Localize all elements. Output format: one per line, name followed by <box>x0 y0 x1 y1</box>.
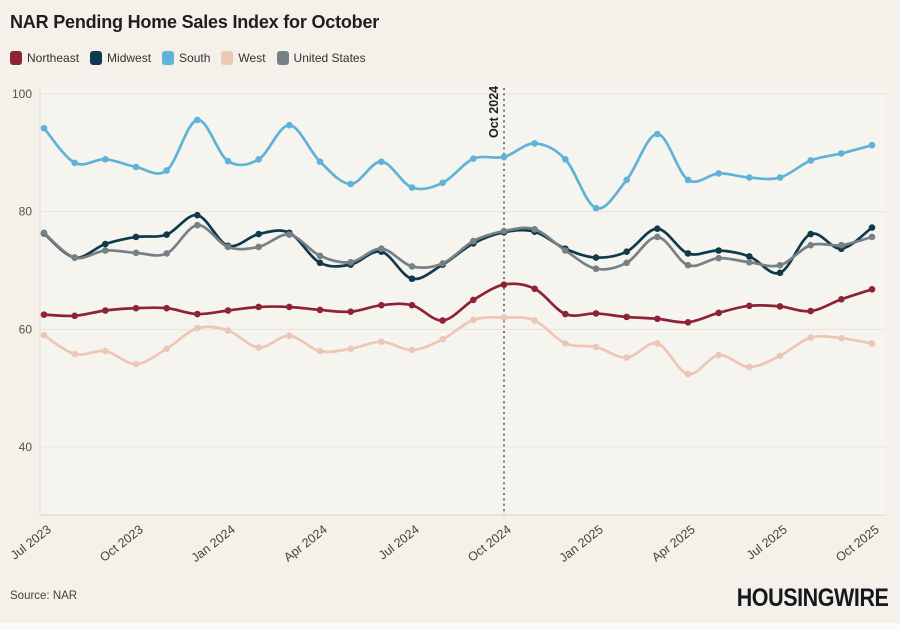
legend-label-south: South <box>179 51 211 65</box>
legend-item-west: West <box>221 51 266 65</box>
housingwire-logo: HOUSINGWIRE <box>736 584 888 612</box>
legend-swatch-united-states <box>276 51 289 65</box>
svg-text:100: 100 <box>12 87 32 101</box>
svg-text:Jan 2025: Jan 2025 <box>557 522 606 565</box>
svg-text:Oct 2024: Oct 2024 <box>487 86 501 138</box>
svg-text:Oct 2023: Oct 2023 <box>97 522 146 564</box>
svg-text:Jul 2025: Jul 2025 <box>744 522 790 562</box>
svg-text:60: 60 <box>19 322 33 336</box>
bottom-strip <box>0 623 900 630</box>
legend: Northeast Midwest South West United Stat… <box>10 51 366 65</box>
svg-text:Oct 2025: Oct 2025 <box>833 522 882 564</box>
line-chart: 100 80 60 40 Jul 2023 Oct 2023 Jan 2024 Apr 202… <box>8 86 886 565</box>
legend-item-united-states: United States <box>276 51 366 65</box>
legend-swatch-south <box>162 51 175 65</box>
legend-item-midwest: Midwest <box>90 51 151 65</box>
source-note: Source: NAR <box>10 590 78 602</box>
legend-label-united-states: United States <box>293 51 366 65</box>
page-title: NAR Pending Home Sales Index for October <box>10 12 380 32</box>
svg-text:Oct 2024: Oct 2024 <box>465 522 514 564</box>
svg-text:80: 80 <box>19 205 33 219</box>
legend-label-northeast: Northeast <box>27 51 80 65</box>
legend-item-south: South <box>162 51 210 65</box>
svg-text:Apr 2025: Apr 2025 <box>649 522 698 564</box>
legend-label-west: West <box>238 51 266 65</box>
svg-text:Jan 2024: Jan 2024 <box>189 522 238 565</box>
svg-text:40: 40 <box>19 440 33 454</box>
legend-swatch-west <box>221 51 234 65</box>
legend-swatch-midwest <box>90 51 103 65</box>
svg-text:Apr 2024: Apr 2024 <box>281 522 330 564</box>
svg-text:Jul 2023: Jul 2023 <box>8 522 54 562</box>
legend-item-northeast: Northeast <box>10 51 79 65</box>
legend-label-midwest: Midwest <box>107 51 152 65</box>
legend-swatch-northeast <box>10 51 22 65</box>
svg-text:Jul 2024: Jul 2024 <box>376 522 422 562</box>
